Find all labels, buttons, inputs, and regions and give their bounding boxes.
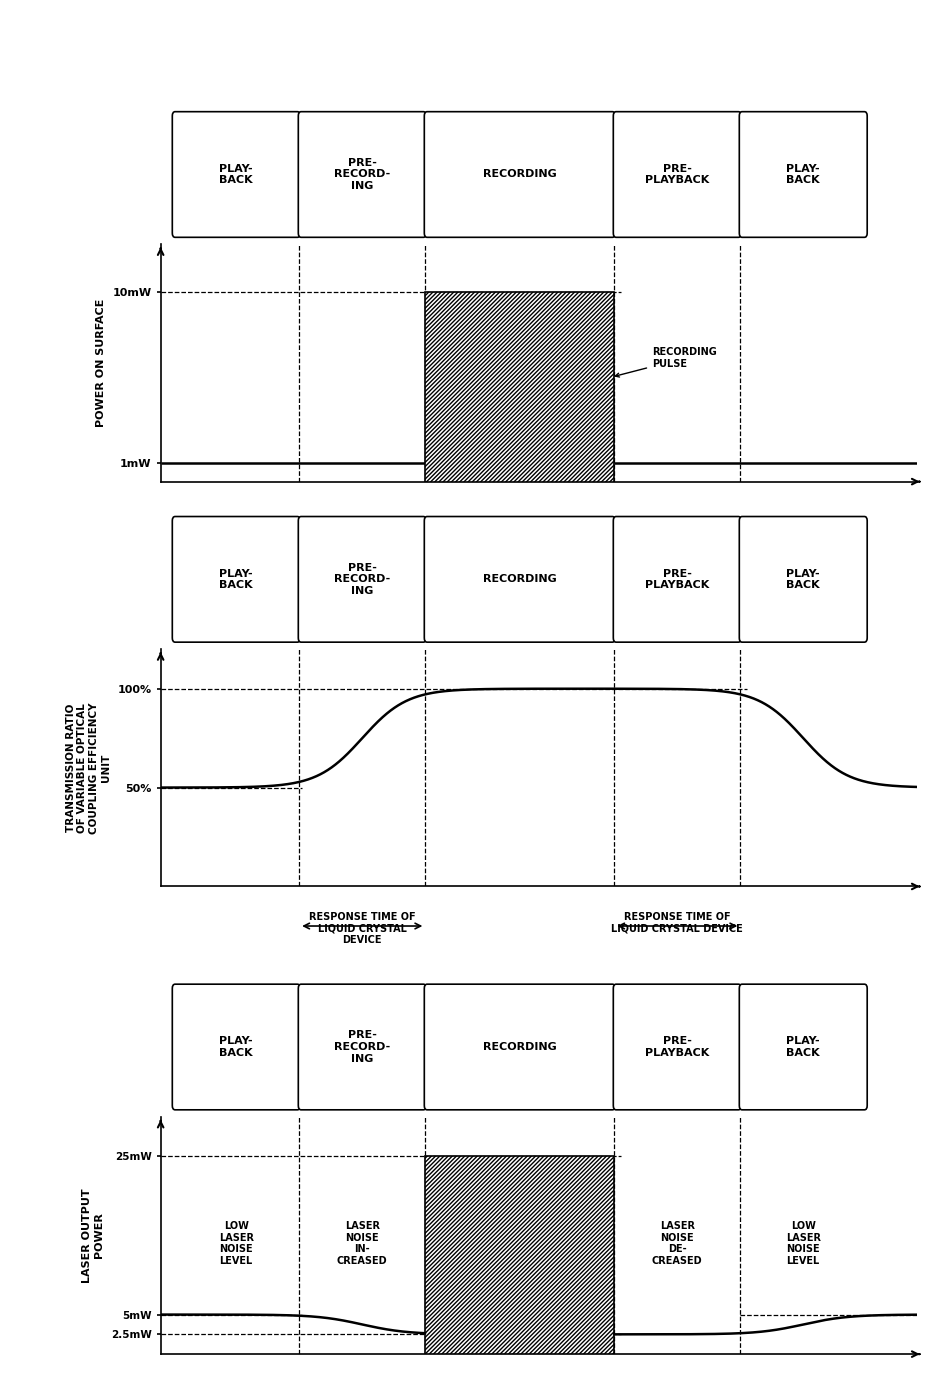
Text: LOW
LASER
NOISE
LEVEL: LOW LASER NOISE LEVEL [784,1222,820,1266]
Text: PLAY-
BACK: PLAY- BACK [219,1036,253,1058]
Text: PRE-
PLAYBACK: PRE- PLAYBACK [645,1036,709,1058]
Bar [425,1156,614,1354]
Text: RESPONSE TIME OF
LIQUID CRYSTAL DEVICE: RESPONSE TIME OF LIQUID CRYSTAL DEVICE [611,912,742,933]
Text: PRE-
PLAYBACK: PRE- PLAYBACK [645,568,709,591]
Text: RESPONSE TIME OF
LIQUID CRYSTAL
DEVICE: RESPONSE TIME OF LIQUID CRYSTAL DEVICE [309,912,415,945]
Text: PRE-
PLAYBACK: PRE- PLAYBACK [645,163,709,186]
Text: PRE-
RECORD-
ING: PRE- RECORD- ING [334,1030,390,1064]
Y-axis label: LASER OUTPUT
POWER: LASER OUTPUT POWER [82,1188,104,1283]
Text: PRE-
RECORD-
ING: PRE- RECORD- ING [334,158,390,191]
Text: LASER
NOISE
DE-
CREASED: LASER NOISE DE- CREASED [651,1222,701,1266]
Text: PLAY-
BACK: PLAY- BACK [785,1036,819,1058]
Bar [425,292,614,482]
Y-axis label: POWER ON SURFACE: POWER ON SURFACE [95,299,106,427]
Text: RECORDING: RECORDING [482,1041,556,1053]
Text: LASER
NOISE
IN-
CREASED: LASER NOISE IN- CREASED [337,1222,387,1266]
Text: PLAY-
BACK: PLAY- BACK [219,163,253,186]
Text: PLAY-
BACK: PLAY- BACK [785,568,819,591]
Text: RECORDING
PULSE: RECORDING PULSE [615,348,716,377]
Text: LOW
LASER
NOISE
LEVEL: LOW LASER NOISE LEVEL [218,1222,254,1266]
Text: PRE-
RECORD-
ING: PRE- RECORD- ING [334,563,390,596]
Text: RECORDING: RECORDING [482,169,556,180]
Text: PLAY-
BACK: PLAY- BACK [219,568,253,591]
Y-axis label: TRANSMISSION RATIO
OF VARIABLE OPTICAL
COUPLING EFFICIENCY
UNIT: TRANSMISSION RATIO OF VARIABLE OPTICAL C… [66,702,110,833]
Text: PLAY-
BACK: PLAY- BACK [785,163,819,186]
Text: RECORDING: RECORDING [482,574,556,585]
